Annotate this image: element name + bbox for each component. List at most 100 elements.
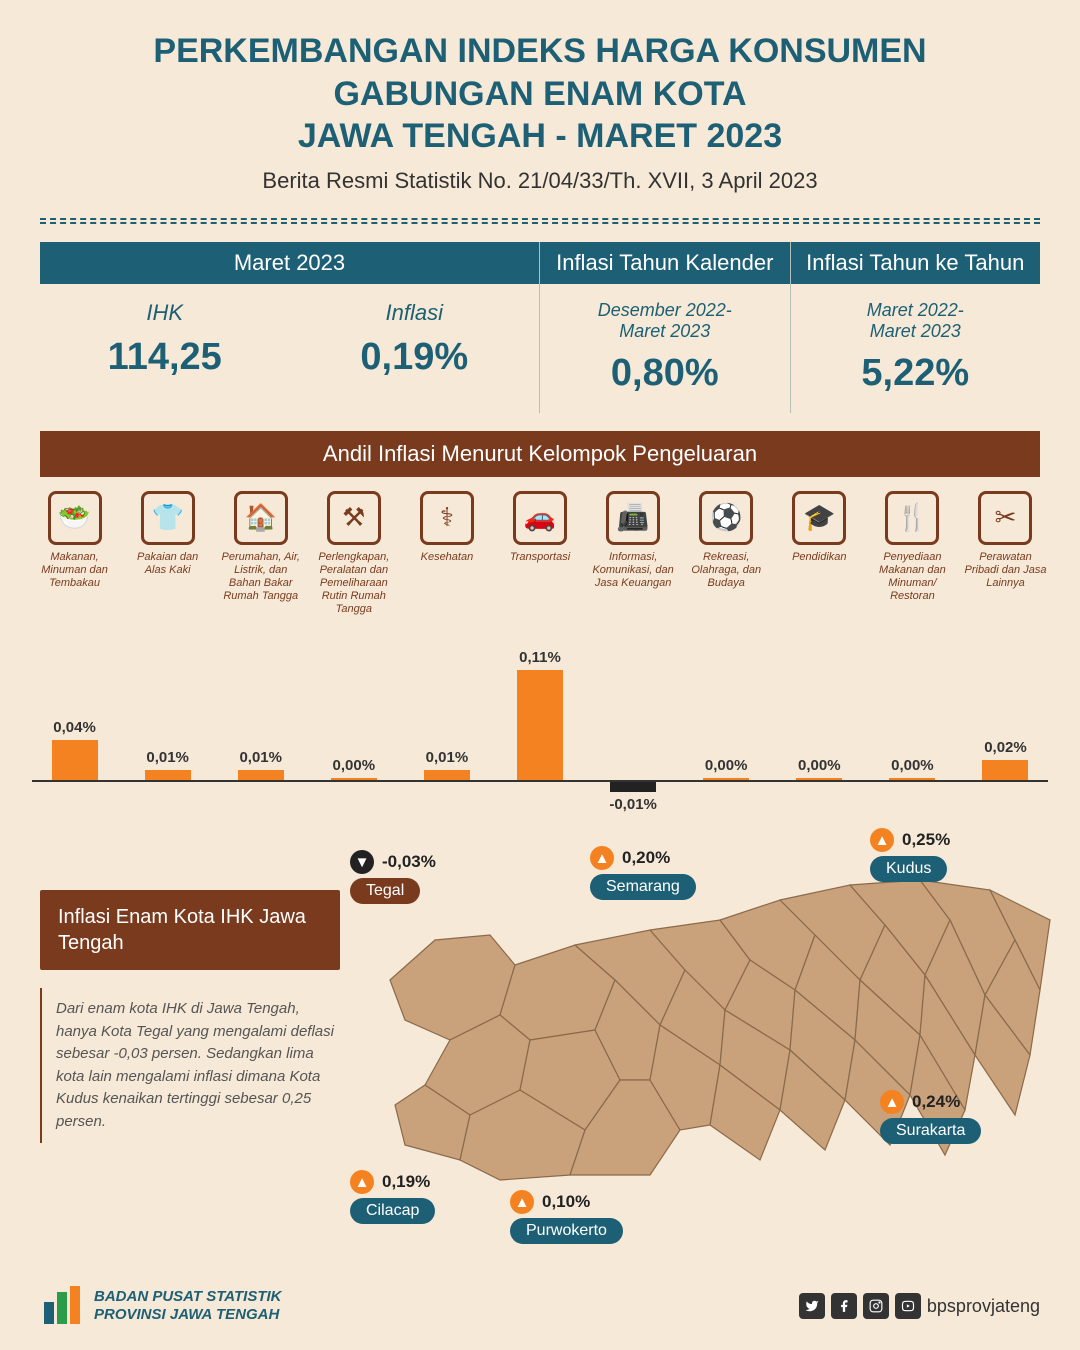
yoy-value: 5,22% (791, 348, 1041, 403)
city-badge: ▲ 0,19% Cilacap (350, 1170, 435, 1224)
bar-value-label: 0,00% (311, 757, 396, 774)
category-icon: ⚽ (699, 491, 753, 545)
bar-column: 0,01% (404, 630, 489, 830)
city-value: 0,24% (912, 1092, 960, 1112)
bar-value-label: 0,00% (684, 757, 769, 774)
bar (52, 740, 98, 780)
city-badge: ▲0,20%Semarang (590, 846, 696, 900)
inflasi-label: Inflasi (290, 294, 540, 332)
category-icon: 🥗 (48, 491, 102, 545)
bar-column: 0,00% (311, 630, 396, 830)
cal-label: Desember 2022- Maret 2023 (540, 294, 790, 348)
title-line-2: GABUNGAN ENAM KOTA (40, 73, 1040, 116)
trend-arrow-icon: ▲ (510, 1190, 534, 1214)
bar (145, 770, 191, 780)
city-name-pill: Tegal (350, 878, 420, 904)
trend-arrow-icon: ▲ (590, 846, 614, 870)
category-item: 🥗 Makanan, Minuman dan Tembakau (32, 491, 117, 617)
category-label: Pendidikan (777, 551, 862, 564)
map-box-title: Inflasi Enam Kota IHK Jawa Tengah (40, 890, 340, 970)
category-item: 👕Pakaian dan Alas Kaki (125, 491, 210, 617)
facebook-icon (831, 1293, 857, 1319)
trend-arrow-icon: ▲ (870, 828, 894, 852)
category-icon: ⚕ (420, 491, 474, 545)
city-badge: ▲0,10%Purwokerto (510, 1190, 623, 1244)
stat-head-period: Maret 2023 (40, 242, 539, 284)
category-icon: 🍴 (885, 491, 939, 545)
bar-value-label: 0,01% (218, 749, 303, 766)
bar-column: 0,00% (870, 630, 955, 830)
divider (40, 218, 1040, 224)
city-value: 0,19% (382, 1172, 430, 1192)
city-value: -0,03% (382, 852, 436, 872)
category-label: Rekreasi, Olahraga, dan Budaya (684, 551, 769, 591)
category-label: Penyediaan Makanan dan Minuman/ Restoran (870, 551, 955, 604)
category-item: 🎓Pendidikan (777, 491, 862, 617)
twitter-icon (799, 1293, 825, 1319)
category-label: Perawatan Pribadi dan Jasa Lainnya (963, 551, 1048, 591)
bps-logo-icon (40, 1284, 84, 1328)
stat-head-yoy: Inflasi Tahun ke Tahun (791, 242, 1041, 284)
city-name-pill: Surakarta (880, 1118, 981, 1144)
bar-column: 0,04% (32, 630, 117, 830)
category-icon: 🏠 (234, 491, 288, 545)
bar-column: 0,02% (963, 630, 1048, 830)
category-label: Transportasi (497, 551, 582, 564)
city-value: 0,25% (902, 830, 950, 850)
title-line-3: JAWA TENGAH - MARET 2023 (40, 115, 1040, 158)
section-title: Andil Inflasi Menurut Kelompok Pengeluar… (40, 431, 1040, 477)
city-name-pill: Cilacap (350, 1198, 435, 1224)
bar-column: 0,00% (684, 630, 769, 830)
city-name-pill: Semarang (590, 874, 696, 900)
stats-table: Maret 2023 IHK 114,25 Inflasi 0,19% Infl… (40, 242, 1040, 413)
bar (238, 770, 284, 780)
map-section: Inflasi Enam Kota IHK Jawa Tengah Dari e… (40, 860, 1040, 1280)
category-label: Kesehatan (404, 551, 489, 564)
trend-arrow-icon: ▲ (880, 1090, 904, 1114)
category-item: 🍴 Penyediaan Makanan dan Minuman/ Restora… (870, 491, 955, 617)
bar-value-label: 0,01% (125, 749, 210, 766)
city-value: 0,10% (542, 1192, 590, 1212)
city-badge: ▲ 0,25% Kudus (870, 828, 950, 882)
category-label: Informasi, Komunikasi, dan Jasa Keuangan (591, 551, 676, 591)
footer: BADAN PUSAT STATISTIK PROVINSI JAWA TENG… (0, 1274, 1080, 1350)
bar-value-label: 0,04% (32, 719, 117, 736)
category-item: ⚒ Perlengkapan, Peralatan dan Pemeliharaa… (311, 491, 396, 617)
category-icons-row: 🥗 Makanan, Minuman dan Tembakau👕Pakaian d… (32, 491, 1048, 617)
category-item: ✂ Perawatan Pribadi dan Jasa Lainnya (963, 491, 1048, 617)
category-label: Perlengkapan, Peralatan dan Pemeliharaan… (311, 551, 396, 617)
category-item: 🚗 Transportasi (497, 491, 582, 617)
category-icon: ⚒ (327, 491, 381, 545)
map-description: Dari enam kota IHK di Jawa Tengah, hanya… (40, 988, 340, 1143)
bar (610, 782, 656, 792)
instagram-icon (863, 1293, 889, 1319)
bar (424, 770, 470, 780)
city-badge: ▲ 0,24% Surakarta (880, 1090, 981, 1144)
category-icon: 👕 (141, 491, 195, 545)
stat-head-cal: Inflasi Tahun Kalender (540, 242, 790, 284)
category-item: 📠 Informasi, Komunikasi, dan Jasa Keuanga… (591, 491, 676, 617)
category-icon: ✂ (978, 491, 1032, 545)
chart-axis (32, 780, 1048, 782)
category-icon: 📠 (606, 491, 660, 545)
city-badge: ▼-0,03%Tegal (350, 850, 436, 904)
bar-value-label: 0,01% (404, 749, 489, 766)
bar-column: 0,11% (497, 630, 582, 830)
category-icon: 🚗 (513, 491, 567, 545)
subtitle: Berita Resmi Statistik No. 21/04/33/Th. … (40, 168, 1040, 194)
category-label: Perumahan, Air, Listrik, dan Bahan Bakar… (218, 551, 303, 604)
header: PERKEMBANGAN INDEKS HARGA KONSUMEN GABUN… (0, 0, 1080, 204)
bar-value-label: 0,00% (870, 757, 955, 774)
ihk-label: IHK (40, 294, 290, 332)
category-item: ⚕ Kesehatan (404, 491, 489, 617)
bar-chart: 0,04%0,01%0,01%0,00%0,01%0,11%-0,01%0,00… (32, 630, 1048, 830)
category-label: Makanan, Minuman dan Tembakau (32, 551, 117, 591)
trend-arrow-icon: ▲ (350, 1170, 374, 1194)
city-name-pill: Kudus (870, 856, 947, 882)
bar-column: 0,01% (125, 630, 210, 830)
bar-value-label: 0,11% (497, 649, 582, 666)
bar-value-label: 0,00% (777, 757, 862, 774)
bar-column: 0,00% (777, 630, 862, 830)
bar (517, 670, 563, 780)
yoy-label: Maret 2022- Maret 2023 (791, 294, 1041, 348)
